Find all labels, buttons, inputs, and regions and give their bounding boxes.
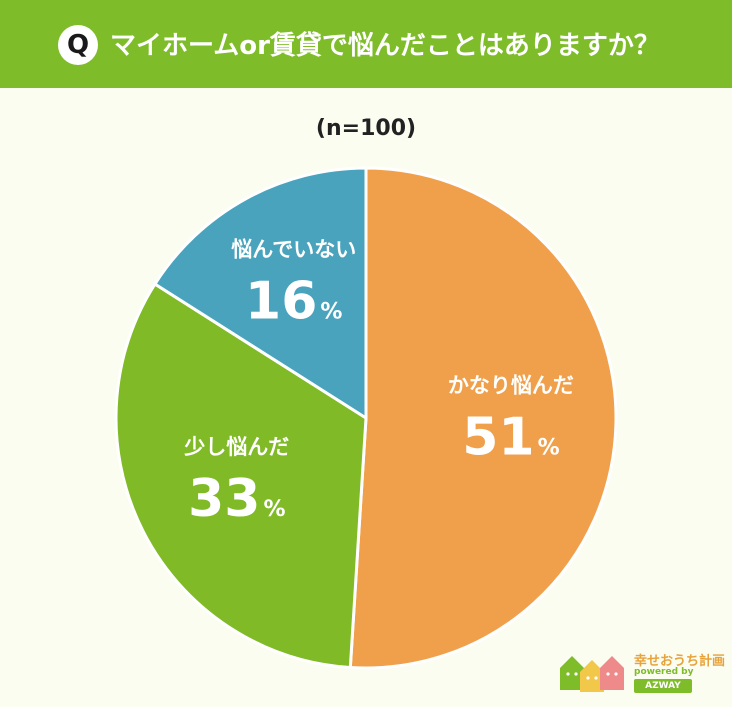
pie-slice-3 [152, 166, 368, 421]
slice-label-2: 少し悩んだ [183, 435, 289, 459]
header-bar: Q マイホームor賃貸で悩んだことはありますか？ [0, 0, 732, 88]
slice-value-1: 51% [462, 408, 559, 468]
logo-brand: AZWAY [634, 679, 692, 693]
question-badge: Q [58, 25, 98, 65]
logo-name: 幸せおうち計画 [634, 654, 726, 669]
sample-size-label: (n=100) [315, 116, 417, 141]
slice-label-1: かなり悩んだ [448, 374, 574, 398]
logo-houses-icon [560, 656, 624, 692]
question-text: マイホームor賃貸で悩んだことはありますか？ [110, 31, 660, 61]
pie-slice-1 [348, 166, 618, 670]
logo-sub: powered by [634, 667, 694, 677]
slice-label-3: 悩んでいない [231, 238, 356, 262]
slice-value-2: 33% [188, 469, 285, 529]
slice-value-3: 16% [245, 272, 342, 332]
